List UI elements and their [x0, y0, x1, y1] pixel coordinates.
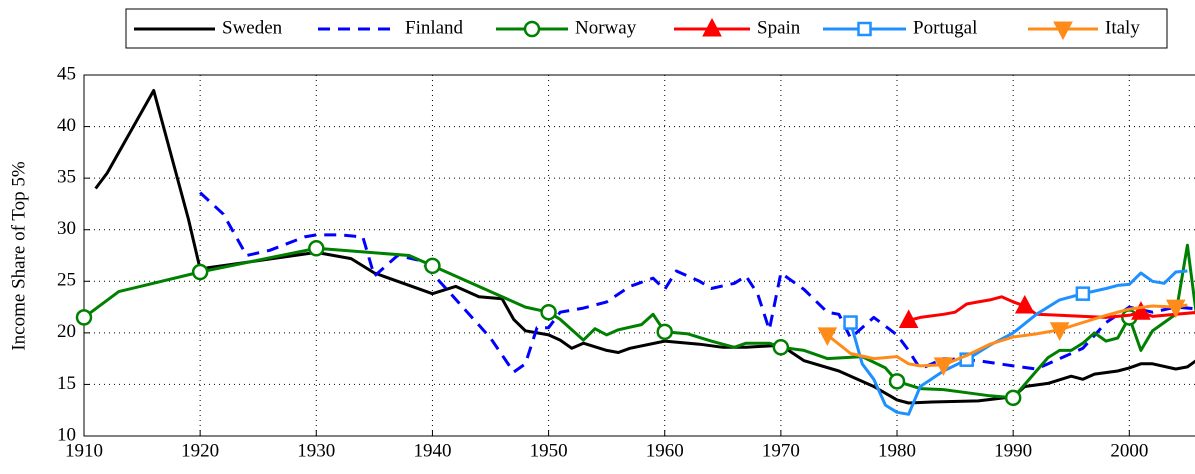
y-axis-label: Income Share of Top 5%: [8, 161, 29, 350]
marker: [1049, 322, 1070, 341]
marker: [898, 309, 919, 328]
x-tick-label: 1990: [994, 440, 1032, 461]
y-tick-label: 35: [57, 167, 76, 188]
legend-label: Finland: [405, 17, 464, 38]
x-tick-label: 1980: [878, 440, 916, 461]
marker: [75, 309, 93, 326]
marker: [656, 323, 673, 341]
x-tick-label: 1910: [65, 440, 103, 461]
y-tick-label: 40: [57, 115, 76, 136]
x-tick-label: 1950: [530, 440, 568, 461]
marker: [1004, 389, 1022, 407]
legend-label: Portugal: [913, 17, 977, 38]
y-tick-label: 10: [57, 424, 76, 445]
y-tick-label: 20: [57, 321, 76, 342]
legend-label: Sweden: [222, 17, 283, 38]
marker: [308, 240, 325, 257]
x-tick-label: 1920: [181, 440, 219, 461]
marker: [523, 20, 541, 38]
y-tick-label: 45: [57, 63, 76, 84]
marker: [843, 315, 858, 330]
marker: [1014, 294, 1035, 314]
series-line: [826, 303, 1188, 368]
x-tick-label: 1930: [297, 440, 335, 461]
series-line: [94, 89, 1195, 405]
x-tick-label: 2000: [1110, 440, 1148, 461]
y-tick-label: 30: [57, 218, 76, 239]
y-tick-label: 25: [57, 270, 76, 291]
marker: [702, 17, 722, 37]
legend-label: Spain: [757, 17, 801, 38]
marker: [772, 339, 790, 356]
marker: [540, 303, 557, 321]
legend-box: [125, 8, 1168, 49]
marker: [191, 263, 209, 281]
marker: [888, 373, 906, 390]
marker: [424, 257, 441, 275]
marker: [1165, 299, 1186, 319]
x-tick-label: 1960: [646, 440, 684, 461]
marker: [1131, 301, 1151, 320]
series-line: [849, 269, 1188, 416]
x-tick-label: 1970: [762, 440, 800, 461]
series-line: [908, 295, 1195, 322]
series-line: [199, 191, 1195, 374]
y-tick-label: 15: [57, 373, 76, 394]
plot-frame: [83, 74, 1195, 437]
legend-label: Italy: [1105, 17, 1140, 38]
marker: [857, 21, 872, 37]
marker: [1075, 286, 1091, 301]
marker: [1053, 21, 1073, 41]
marker: [933, 357, 954, 376]
marker: [817, 327, 838, 346]
legend-label: Norway: [575, 17, 637, 38]
x-tick-label: 1940: [413, 440, 451, 461]
